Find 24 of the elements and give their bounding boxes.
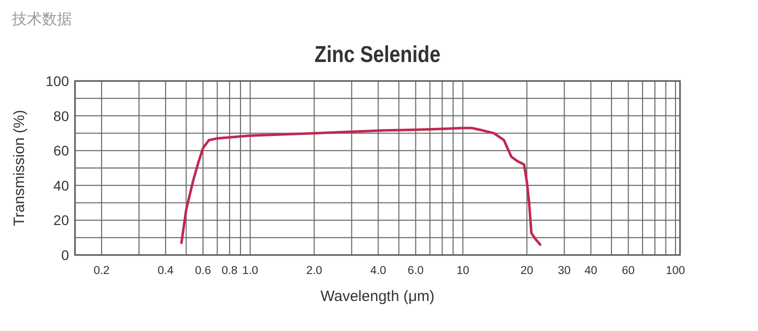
x-tick-label: 40: [584, 265, 598, 277]
x-tick-label: 60: [622, 265, 635, 277]
x-tick-label: 100: [666, 265, 686, 277]
x-tick-label: 0.4: [158, 265, 174, 277]
x-tick-label: 0.8: [222, 265, 238, 277]
y-tick-label: 60: [53, 142, 70, 159]
x-tick-label: 1.0: [242, 265, 258, 277]
x-tick-label: 2.0: [306, 265, 322, 277]
chart-title: Zinc Selenide: [314, 42, 441, 68]
y-axis-title: Transmission (%): [11, 110, 28, 226]
y-tick-label: 80: [53, 108, 70, 124]
x-axis-title: Wavelength (μm): [320, 288, 434, 305]
x-tick-label: 10: [456, 265, 470, 277]
y-tick-label: 0: [61, 247, 70, 263]
x-tick-label: 0.6: [195, 265, 212, 277]
y-tick-label: 100: [46, 73, 70, 89]
text: 技术数据: [11, 11, 72, 28]
y-tick-label: 20: [53, 212, 70, 228]
x-tick-label: 6.0: [408, 265, 424, 277]
x-tick-label: 0.2: [94, 265, 110, 277]
x-tick-label: 4.0: [370, 265, 386, 277]
y-tick-label: 40: [53, 177, 70, 194]
x-tick-label: 30: [558, 265, 571, 277]
x-tick-label: 20: [520, 265, 534, 277]
